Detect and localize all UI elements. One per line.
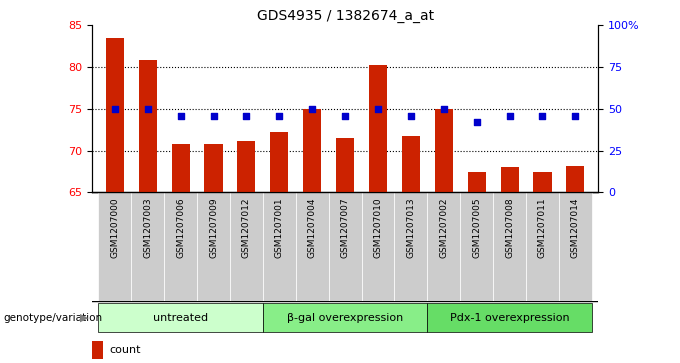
Bar (92, 341, 103, 359)
Bar (427, 303, 592, 333)
Point (471, 119, 482, 125)
Text: GSM1207004: GSM1207004 (308, 198, 317, 258)
Bar (402, 136, 420, 192)
Bar (493, 192, 526, 301)
Point (504, 113, 515, 118)
Text: GSM1207005: GSM1207005 (472, 198, 481, 258)
Text: GSM1207006: GSM1207006 (176, 198, 185, 258)
Bar (468, 171, 486, 192)
Point (109, 106, 120, 112)
Text: GSM1207007: GSM1207007 (341, 198, 350, 258)
Bar (270, 132, 288, 192)
Bar (131, 192, 164, 301)
Bar (362, 192, 394, 301)
Bar (566, 166, 584, 192)
Bar (526, 192, 559, 301)
Title: GDS4935 / 1382674_a_at: GDS4935 / 1382674_a_at (256, 9, 434, 23)
Text: untreated: untreated (153, 313, 208, 323)
Bar (99, 303, 263, 333)
Point (340, 113, 351, 118)
Point (142, 106, 153, 112)
Text: β-gal overexpression: β-gal overexpression (287, 313, 403, 323)
Bar (435, 109, 453, 192)
Bar (139, 61, 157, 192)
Text: GSM1207011: GSM1207011 (538, 198, 547, 258)
Bar (328, 192, 362, 301)
Text: count: count (109, 345, 141, 355)
Bar (197, 192, 230, 301)
Text: Pdx-1 overexpression: Pdx-1 overexpression (449, 313, 569, 323)
Point (208, 113, 219, 118)
Bar (500, 167, 519, 192)
Text: GSM1207003: GSM1207003 (143, 198, 152, 258)
Bar (296, 192, 328, 301)
Text: ▶: ▶ (80, 313, 88, 323)
Text: GSM1207002: GSM1207002 (439, 198, 448, 258)
Point (537, 113, 548, 118)
Text: GSM1207008: GSM1207008 (505, 198, 514, 258)
Bar (263, 303, 427, 333)
Bar (171, 144, 190, 192)
Point (274, 113, 285, 118)
Text: genotype/variation: genotype/variation (3, 313, 103, 323)
Text: GSM1207012: GSM1207012 (242, 198, 251, 258)
Bar (460, 192, 493, 301)
Bar (263, 192, 296, 301)
Bar (106, 38, 124, 192)
Bar (336, 138, 354, 192)
Bar (303, 109, 321, 192)
Point (405, 113, 416, 118)
Bar (533, 171, 551, 192)
Point (307, 106, 318, 112)
Point (570, 113, 581, 118)
Point (439, 106, 449, 112)
Bar (394, 192, 427, 301)
Point (175, 113, 186, 118)
Text: GSM1207000: GSM1207000 (110, 198, 119, 258)
Bar (99, 192, 131, 301)
Text: GSM1207009: GSM1207009 (209, 198, 218, 258)
Bar (369, 65, 387, 192)
Bar (559, 192, 592, 301)
Text: GSM1207013: GSM1207013 (407, 198, 415, 258)
Bar (164, 192, 197, 301)
Point (373, 106, 384, 112)
Bar (427, 192, 460, 301)
Point (241, 113, 252, 118)
Bar (237, 140, 256, 192)
Text: GSM1207010: GSM1207010 (373, 198, 382, 258)
Bar (230, 192, 263, 301)
Text: GSM1207014: GSM1207014 (571, 198, 580, 258)
Text: GSM1207001: GSM1207001 (275, 198, 284, 258)
Bar (205, 144, 222, 192)
